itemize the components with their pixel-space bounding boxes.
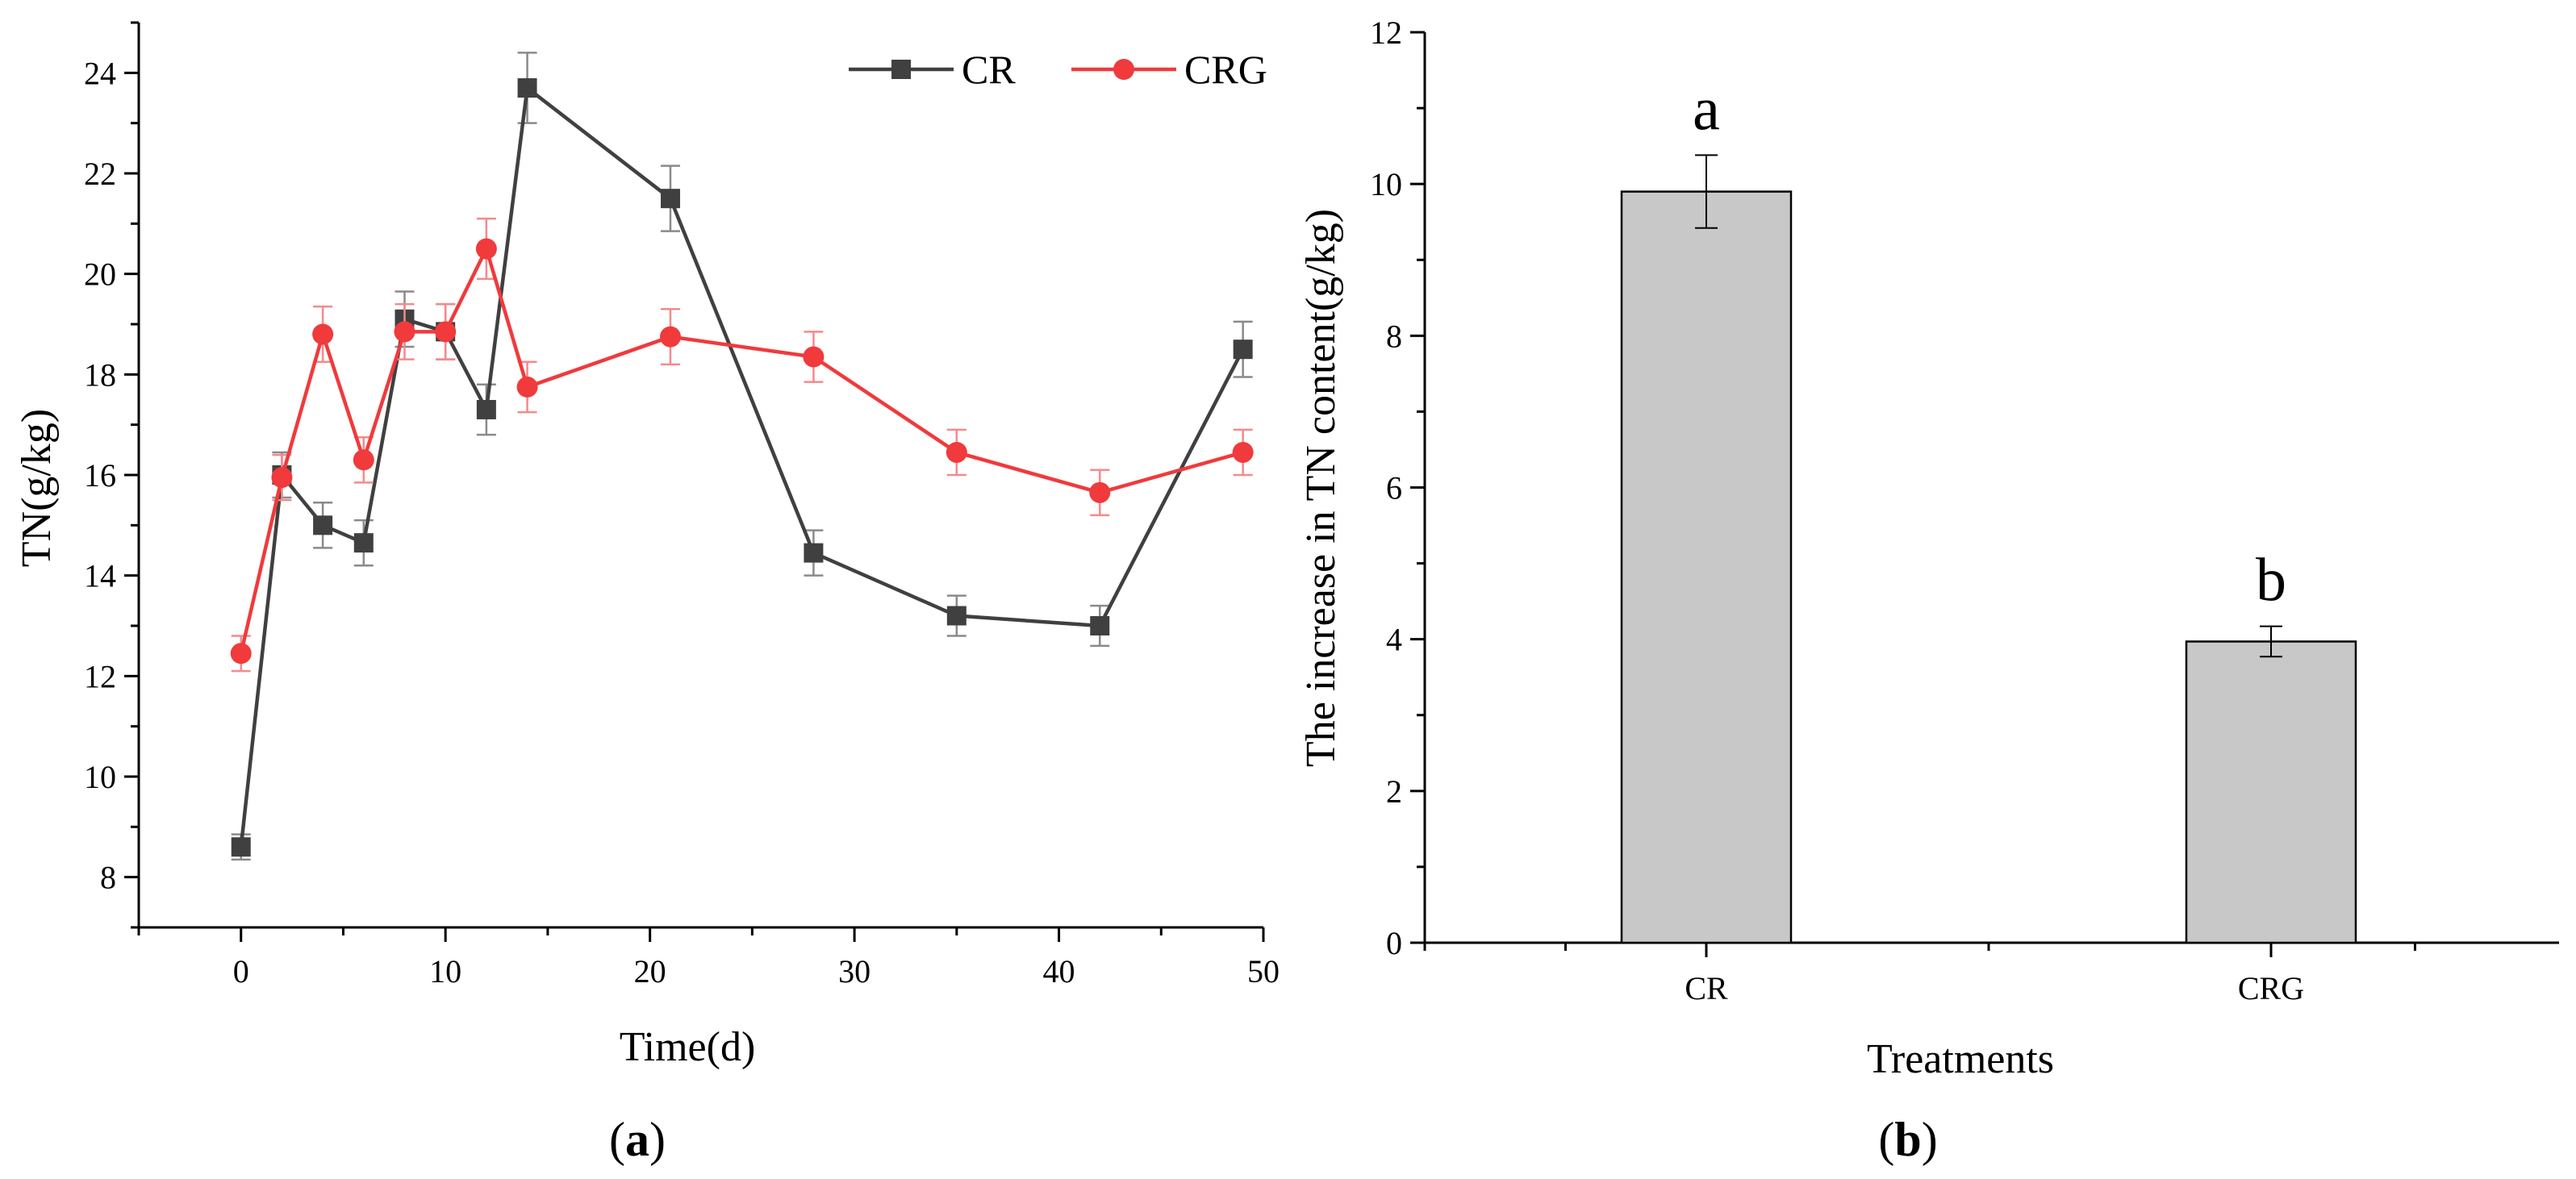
data-point: [946, 606, 967, 626]
series-line-cr: [239, 84, 1245, 848]
legend-marker: [891, 60, 911, 79]
panel-a: 0 10 20 30 40 50 8 10 12 14 16 18 20 22 24 CR CRG Time(…: [14, 21, 1280, 1166]
panel-b-xlabel: Treatments: [1867, 1036, 2054, 1082]
data-point: [804, 543, 824, 563]
data-point: [353, 533, 374, 553]
x-tick-label: 50: [1247, 953, 1280, 989]
data-point: [1233, 340, 1253, 360]
data-point: [271, 467, 293, 489]
data-point: [1090, 616, 1110, 635]
y-tick-label: 14: [84, 558, 116, 594]
data-point: [946, 441, 967, 463]
y-tick-label: 10: [1370, 166, 1402, 202]
x-tick-label: CRG: [2238, 970, 2304, 1006]
panel-b-caption: (b): [1878, 1113, 1937, 1166]
data-point: [394, 321, 415, 343]
y-tick-label: 20: [84, 256, 116, 293]
legend-label: CR: [962, 47, 1016, 92]
data-point: [516, 376, 538, 398]
data-point: [803, 346, 825, 368]
data-point: [353, 449, 374, 471]
y-tick-label: 10: [84, 759, 116, 795]
data-point: [435, 321, 457, 343]
y-tick-label: 0: [1386, 925, 1402, 961]
data-point: [475, 238, 497, 260]
panel-a-ticks: 0 10 20 30 40 50 8 10 12 14 16 18 20 22 24: [84, 21, 1280, 989]
data-point: [230, 643, 252, 664]
legend-marker: [1113, 59, 1134, 80]
x-tick-label: 40: [1043, 953, 1075, 989]
y-tick-label: 4: [1386, 622, 1402, 658]
legend-label: CRG: [1184, 47, 1267, 92]
panel-b-caption-letter: b: [1894, 1113, 1921, 1166]
x-tick-label: 0: [233, 953, 249, 989]
y-tick-label: 22: [84, 156, 116, 192]
y-tick-label: 8: [100, 860, 116, 896]
significance-label: a: [1693, 75, 1720, 143]
data-point: [231, 837, 251, 857]
y-tick-label: 2: [1386, 773, 1402, 810]
panel-a-caption: (a): [609, 1113, 666, 1166]
x-tick-label: 20: [634, 953, 666, 989]
data-point: [1232, 441, 1254, 463]
significance-label: b: [2256, 547, 2286, 614]
data-point: [660, 189, 680, 209]
x-tick-label: 10: [429, 953, 461, 989]
data-point: [1089, 481, 1111, 503]
data-point: [659, 326, 681, 348]
bar-crg: [2185, 640, 2357, 944]
bar-cr: [1620, 190, 1793, 944]
panel-b-frame: [1423, 32, 2559, 944]
x-tick-label: CR: [1685, 970, 1728, 1006]
data-point: [476, 399, 496, 419]
y-tick-label: 18: [84, 356, 116, 393]
y-tick-label: 12: [84, 658, 116, 694]
data-point: [517, 78, 537, 98]
y-tick-label: 12: [1370, 15, 1402, 51]
series-crg: [230, 217, 1254, 673]
panel-a-series: [230, 52, 1254, 861]
series-line-crg: [239, 244, 1244, 654]
panel-a-caption-letter: a: [625, 1113, 649, 1166]
panel-a-frame: [137, 23, 1263, 929]
y-tick-label: 16: [84, 457, 116, 494]
y-tick-label: 6: [1386, 470, 1402, 506]
y-tick-label: 8: [1386, 318, 1402, 354]
panel-b-ylabel: The increase in TN content(g/kg): [1298, 209, 1344, 767]
data-point: [313, 515, 333, 535]
panel-b-bars: ab: [1620, 75, 2357, 944]
panel-a-ylabel: TN(g/kg): [14, 409, 60, 567]
y-tick-label: 24: [84, 55, 116, 91]
legend: CR CRG: [849, 47, 1267, 92]
data-point: [312, 323, 334, 345]
panel-a-xlabel: Time(d): [620, 1024, 756, 1070]
x-tick-label: 30: [838, 953, 870, 989]
series-cr: [231, 52, 1253, 861]
panel-b-ticks: 0 2 4 6 8 10 12 CR CRG: [1370, 15, 2416, 1006]
